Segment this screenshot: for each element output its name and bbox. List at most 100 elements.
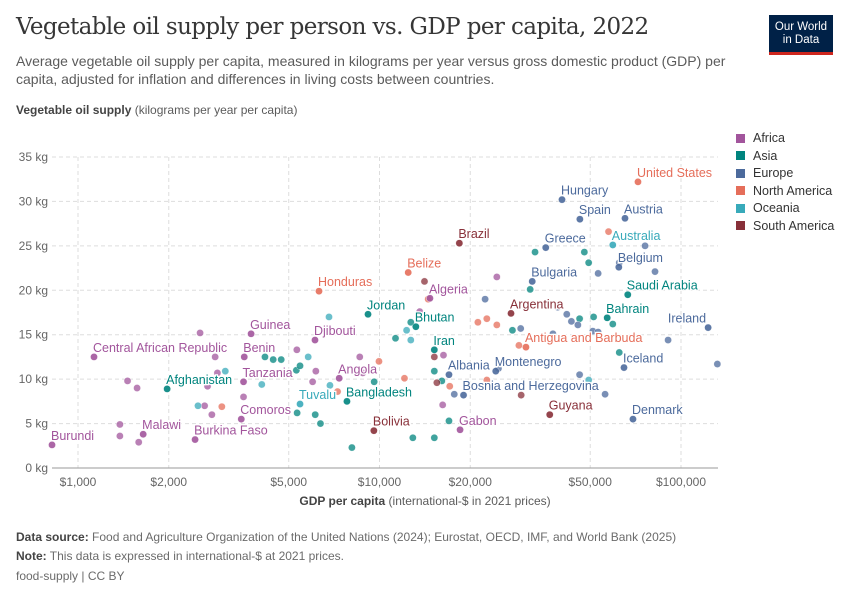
data-point [311, 336, 319, 344]
data-point [358, 369, 367, 377]
point-label: Spain [579, 203, 611, 217]
chart-title: Vegetable oil supply per person vs. GDP … [16, 14, 649, 40]
data-point [615, 263, 623, 271]
note-label: Note: [16, 549, 47, 563]
legend-item[interactable]: Africa [736, 131, 785, 145]
legend-item[interactable]: Europe [736, 166, 793, 180]
data-point [615, 348, 624, 357]
legend-item[interactable]: North America [736, 184, 832, 198]
data-point [48, 441, 56, 449]
data-point [584, 258, 593, 267]
point-label: Montenegro [495, 355, 562, 369]
point-label: Albania [448, 359, 490, 373]
data-point [589, 313, 598, 321]
data-point [391, 334, 400, 343]
legend-item[interactable]: Asia [736, 149, 777, 163]
y-tick-label: 30 kg [19, 194, 48, 208]
data-point [426, 294, 434, 303]
data-point [603, 314, 611, 322]
data-point [293, 409, 301, 417]
data-point [208, 410, 216, 419]
data-point [312, 367, 320, 375]
data-point [535, 267, 543, 276]
y-tick-label: 5 kg [25, 417, 48, 431]
point-label: Saudi Arabia [627, 279, 698, 293]
point-label: Central African Republic [93, 341, 227, 355]
legend-label: Africa [753, 131, 785, 145]
legend-swatch [736, 221, 745, 230]
data-point [412, 322, 420, 331]
data-point [515, 341, 523, 350]
data-point [541, 243, 550, 252]
x-tick-label: $5,000 [270, 475, 307, 489]
data-point [483, 376, 491, 384]
data-point [139, 430, 147, 439]
point-label: Brazil [458, 227, 489, 241]
point-label: Gabon [459, 414, 497, 428]
data-point [713, 360, 722, 368]
data-point [442, 314, 450, 322]
point-label: Belgium [618, 251, 663, 265]
data-point [218, 402, 226, 411]
data-point [594, 269, 602, 278]
data-point [239, 393, 248, 401]
legend-item[interactable]: South America [736, 219, 834, 233]
data-point [459, 391, 468, 399]
data-point [567, 317, 576, 326]
data-point [370, 426, 378, 435]
legend-item[interactable]: Oceania [736, 201, 800, 215]
point-label: United States [637, 166, 712, 180]
point-label: Bahrain [606, 302, 649, 316]
data-point [549, 330, 557, 338]
data-point [491, 367, 500, 375]
data-point [623, 290, 632, 299]
data-source-text: Food and Agriculture Organization of the… [92, 530, 677, 544]
data-point [430, 433, 439, 442]
data-point [333, 387, 342, 396]
x-axis-label-bold: GDP per capita [299, 494, 386, 508]
data-point [445, 417, 453, 425]
data-point [237, 415, 246, 423]
owid-logo[interactable]: Our World in Data [769, 15, 833, 55]
data-point [375, 357, 383, 366]
data-point [406, 336, 415, 344]
data-point [456, 425, 464, 434]
license[interactable]: food-supply | CC BY [16, 569, 125, 583]
data-point [474, 318, 482, 327]
point-label: Hungary [561, 184, 609, 198]
data-point [445, 382, 454, 391]
data-point [134, 438, 143, 447]
data-source-label: Data source: [16, 530, 89, 544]
y-tick-label: 0 kg [25, 461, 48, 475]
data-point [191, 435, 199, 444]
data-point [355, 353, 364, 361]
data-point [483, 314, 491, 323]
data-point [213, 369, 222, 377]
data-point [584, 376, 593, 384]
data-point [240, 353, 249, 361]
x-axis-label: GDP per capita (international-$ in 2021 … [0, 494, 850, 508]
data-source: Data source: Food and Agriculture Organi… [16, 530, 676, 544]
data-point [261, 353, 269, 361]
data-point [348, 443, 356, 452]
x-tick-label: $20,000 [449, 475, 493, 489]
point-label: Bangladesh [346, 385, 412, 399]
point-label: Honduras [318, 275, 372, 289]
data-point [343, 397, 351, 406]
data-point [90, 353, 98, 361]
legend-label: South America [753, 218, 835, 233]
data-point [580, 248, 589, 256]
point-label: Iran [433, 334, 455, 348]
x-tick-label: $100,000 [656, 475, 706, 489]
y-tick-label: 35 kg [19, 150, 48, 164]
data-point [402, 326, 411, 335]
y-tick-label: 15 kg [19, 328, 48, 342]
data-point [516, 324, 525, 333]
point-label: Afghanistan [166, 373, 232, 387]
data-point [439, 351, 448, 359]
data-point [450, 390, 459, 399]
data-point [526, 285, 534, 294]
point-label: Bosnia and Herzegovina [463, 379, 599, 393]
data-point [420, 277, 429, 286]
point-label: Tanzania [243, 366, 293, 380]
